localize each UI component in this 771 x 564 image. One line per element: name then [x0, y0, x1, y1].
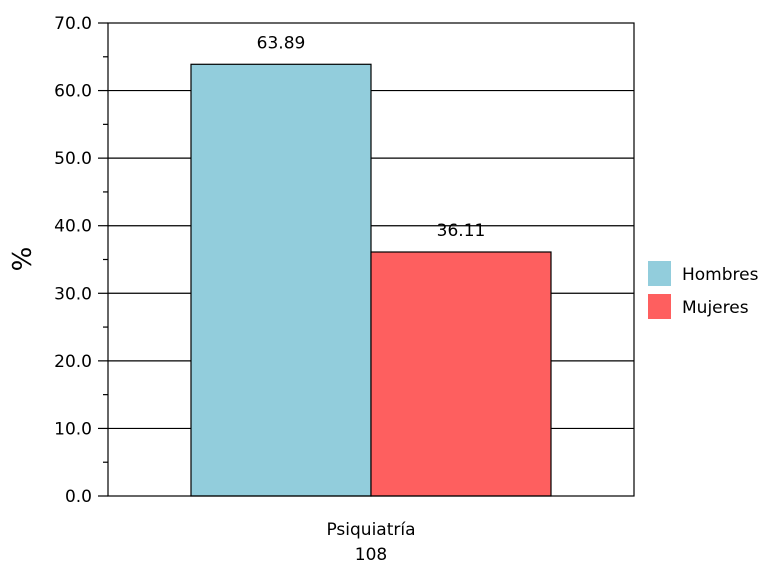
bars — [190, 63, 552, 497]
y-tick-label: 70.0 — [54, 14, 92, 34]
x-axis-labels: Psiquiatría 108 — [326, 520, 415, 564]
y-tick-label: 30.0 — [54, 284, 92, 304]
y-axis: 0.0 10.0 20.0 30.0 40.0 50.0 60.0 70.0 — [54, 14, 108, 507]
y-tick-label: 60.0 — [54, 82, 92, 102]
legend: Hombres Mujeres — [648, 261, 759, 319]
legend-label-mujeres: Mujeres — [682, 298, 749, 318]
y-tick-label: 50.0 — [54, 149, 92, 169]
legend-swatch-hombres — [648, 261, 671, 286]
y-tick-label: 20.0 — [54, 352, 92, 372]
category-label: Psiquiatría — [326, 520, 415, 540]
y-tick-label: 40.0 — [54, 217, 92, 237]
data-label-mujeres: 36.11 — [437, 221, 486, 241]
y-tick-label: 10.0 — [54, 419, 92, 439]
legend-label-hombres: Hombres — [682, 265, 759, 285]
data-label-hombres: 63.89 — [257, 33, 306, 53]
category-sublabel: 108 — [355, 545, 387, 564]
legend-swatch-mujeres — [648, 294, 671, 319]
bar-mujeres — [370, 251, 552, 497]
y-tick-label: 0.0 — [65, 487, 92, 507]
data-labels: 63.89 36.11 — [257, 33, 486, 241]
y-axis-title: % — [8, 247, 38, 272]
bar-hombres — [190, 63, 372, 497]
